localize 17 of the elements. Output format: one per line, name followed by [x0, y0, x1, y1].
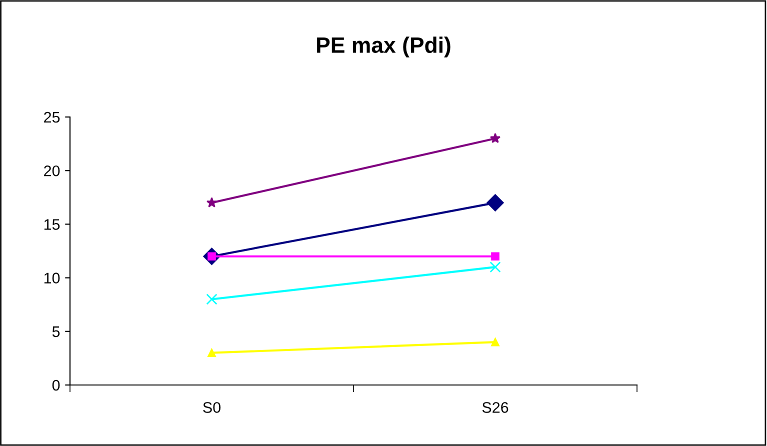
x-tick-label: S26 — [482, 402, 508, 413]
point — [490, 132, 501, 144]
point — [491, 338, 500, 346]
point — [206, 197, 218, 208]
y-tick-label: 15 — [44, 219, 60, 230]
point — [206, 294, 218, 305]
point — [486, 194, 504, 212]
point — [490, 262, 501, 273]
y-tick-label: 25 — [44, 112, 60, 123]
y-tick-label: 10 — [44, 272, 60, 284]
y-tick-label: 5 — [52, 326, 60, 338]
y-tick-label: 20 — [44, 165, 60, 176]
chart-title: PE max (Pdi) — [317, 36, 450, 58]
point — [208, 348, 216, 358]
point — [491, 252, 500, 261]
y-tick-label: 0 — [52, 380, 60, 391]
x-tick-label: S0 — [203, 402, 220, 413]
